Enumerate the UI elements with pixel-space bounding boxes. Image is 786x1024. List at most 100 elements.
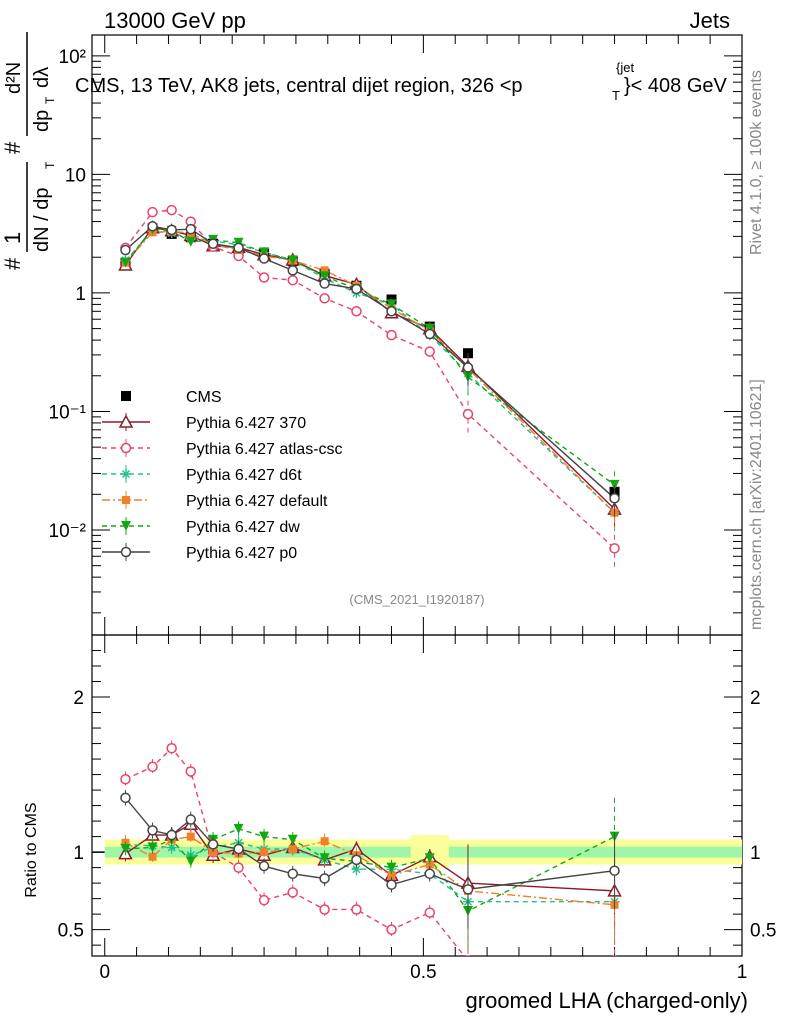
- p0-point: [351, 854, 362, 866]
- ratio-y-tick-label: 0.5: [58, 921, 84, 942]
- ratio-y-tick-label: 2: [73, 688, 84, 709]
- atlas-point: [147, 761, 158, 773]
- dw-point: [386, 299, 397, 310]
- dw-point: [287, 834, 298, 845]
- x-tick-label: 0: [99, 962, 110, 983]
- default-point: [186, 832, 195, 841]
- p0-point: [120, 792, 131, 804]
- p0-point: [233, 843, 244, 855]
- default-point: [260, 848, 269, 857]
- ratio-y-tick-label-right: 1: [750, 843, 761, 864]
- plot-title: CMS, 13 TeV, AK8 jets, central dijet reg…: [75, 60, 728, 103]
- dw-point: [120, 257, 131, 268]
- atlas-point: [462, 408, 474, 420]
- default-point: [148, 852, 157, 861]
- title-end: }< 408 GeV: [624, 75, 728, 97]
- p0-point: [462, 362, 474, 373]
- p0-point: [287, 868, 298, 880]
- ylabel-hash-1: #: [0, 257, 25, 270]
- y-tick-label: 1: [75, 284, 86, 305]
- p370-point: [118, 414, 134, 428]
- legend-label-p0: Pythia 6.427 p0: [186, 545, 297, 562]
- dw-point: [185, 856, 196, 867]
- atlas-point: [258, 894, 270, 906]
- ylabel-hash-2: #: [0, 141, 25, 154]
- atlas-point: [287, 274, 298, 286]
- atlas-point: [424, 346, 435, 357]
- p0-point: [166, 829, 177, 841]
- p0-point: [166, 224, 177, 236]
- ratio-axis-ticks: 0 0.5 10.5 0.51 12 2: [58, 635, 776, 983]
- atlas-point: [287, 887, 298, 898]
- p0-point: [462, 884, 474, 895]
- legend-label-p370: Pythia 6.427 370: [186, 415, 306, 432]
- atlas-point: [424, 907, 435, 918]
- dw-point: [120, 844, 131, 854]
- d6t-ratio-line: [125, 842, 615, 903]
- y-tick-label: 10⁻¹: [49, 402, 87, 423]
- atlas-point: [147, 206, 158, 218]
- x-tick-label: 0.5: [410, 962, 436, 983]
- title-sup: {jet: [616, 60, 634, 75]
- main-axis-ticks: 10⁻² 10⁻¹ 1 10 10²: [49, 35, 743, 635]
- p0-point: [609, 493, 620, 504]
- mcplots-label: mcplots.cern.ch [arXiv:2401.10621]: [748, 379, 765, 630]
- d6t-star-arm: [167, 843, 176, 852]
- p0-point: [351, 283, 362, 295]
- atlas-ratio-line: [125, 747, 466, 956]
- atlas-point: [233, 862, 244, 873]
- p0-point: [287, 265, 298, 276]
- p0-point: [207, 839, 219, 850]
- ylabel-dn-dpt: dN / dp: [31, 188, 53, 252]
- ylabel-dp: dp: [31, 110, 53, 132]
- p0-point: [185, 814, 197, 825]
- atlas-point: [612, 955, 617, 956]
- default-point: [320, 837, 329, 846]
- default-line: [124, 230, 616, 514]
- header-right: Jets: [690, 8, 730, 33]
- legend-label-dw: Pythia 6.427 dw: [186, 519, 300, 536]
- atlas-point: [351, 306, 362, 317]
- d6t-point: [166, 842, 177, 853]
- dw-point: [319, 853, 330, 864]
- p0-point: [233, 242, 244, 254]
- ylabel-dlambda: dλ: [31, 67, 53, 88]
- title-main: CMS, 13 TeV, AK8 jets, central dijet reg…: [75, 75, 523, 97]
- dw-point: [259, 831, 270, 842]
- p0-point: [424, 868, 435, 880]
- ylabel-one: 1: [0, 232, 25, 244]
- y-tick-label: 10: [65, 165, 86, 186]
- ratio-panel-frame: [91, 634, 743, 957]
- p0-point: [207, 238, 219, 249]
- d6t-point: [121, 469, 131, 479]
- p0-point: [609, 865, 620, 876]
- dw-point: [233, 823, 244, 834]
- ratio-y-tick-label: 1: [73, 843, 84, 864]
- dw-point: [319, 271, 330, 282]
- dw-point: [287, 255, 298, 266]
- dw-ratio-line: [125, 828, 615, 912]
- dw-point: [121, 521, 131, 531]
- ratio-y-label: Ratio to CMS: [23, 802, 40, 897]
- p0-point: [258, 253, 270, 264]
- x-tick-label: 1: [737, 962, 748, 983]
- p0-point: [147, 825, 158, 836]
- default-point: [320, 266, 329, 275]
- p0-point: [319, 873, 330, 884]
- ratio-y-tick-label-right: 2: [750, 688, 761, 709]
- cms-point: [121, 391, 131, 401]
- atlas-point: [319, 293, 330, 304]
- p0-point: [258, 860, 270, 872]
- default-point: [387, 871, 396, 880]
- x-axis-label: groomed LHA (charged-only): [466, 988, 748, 1013]
- atlas-point: [609, 543, 620, 554]
- atlas-point: [120, 773, 131, 785]
- main-y-label: # 1 dN / dp T # dp T dλ d²N: [0, 32, 57, 270]
- atlas-point: [120, 442, 132, 454]
- default-point: [122, 496, 130, 504]
- p0-point: [386, 306, 397, 317]
- legend-label-default: Pythia 6.427 default: [186, 493, 328, 510]
- legend: CMS Pythia 6.427 370 Pythia 6.427 atlas-cs…: [102, 389, 343, 562]
- atlas-point: [258, 272, 270, 283]
